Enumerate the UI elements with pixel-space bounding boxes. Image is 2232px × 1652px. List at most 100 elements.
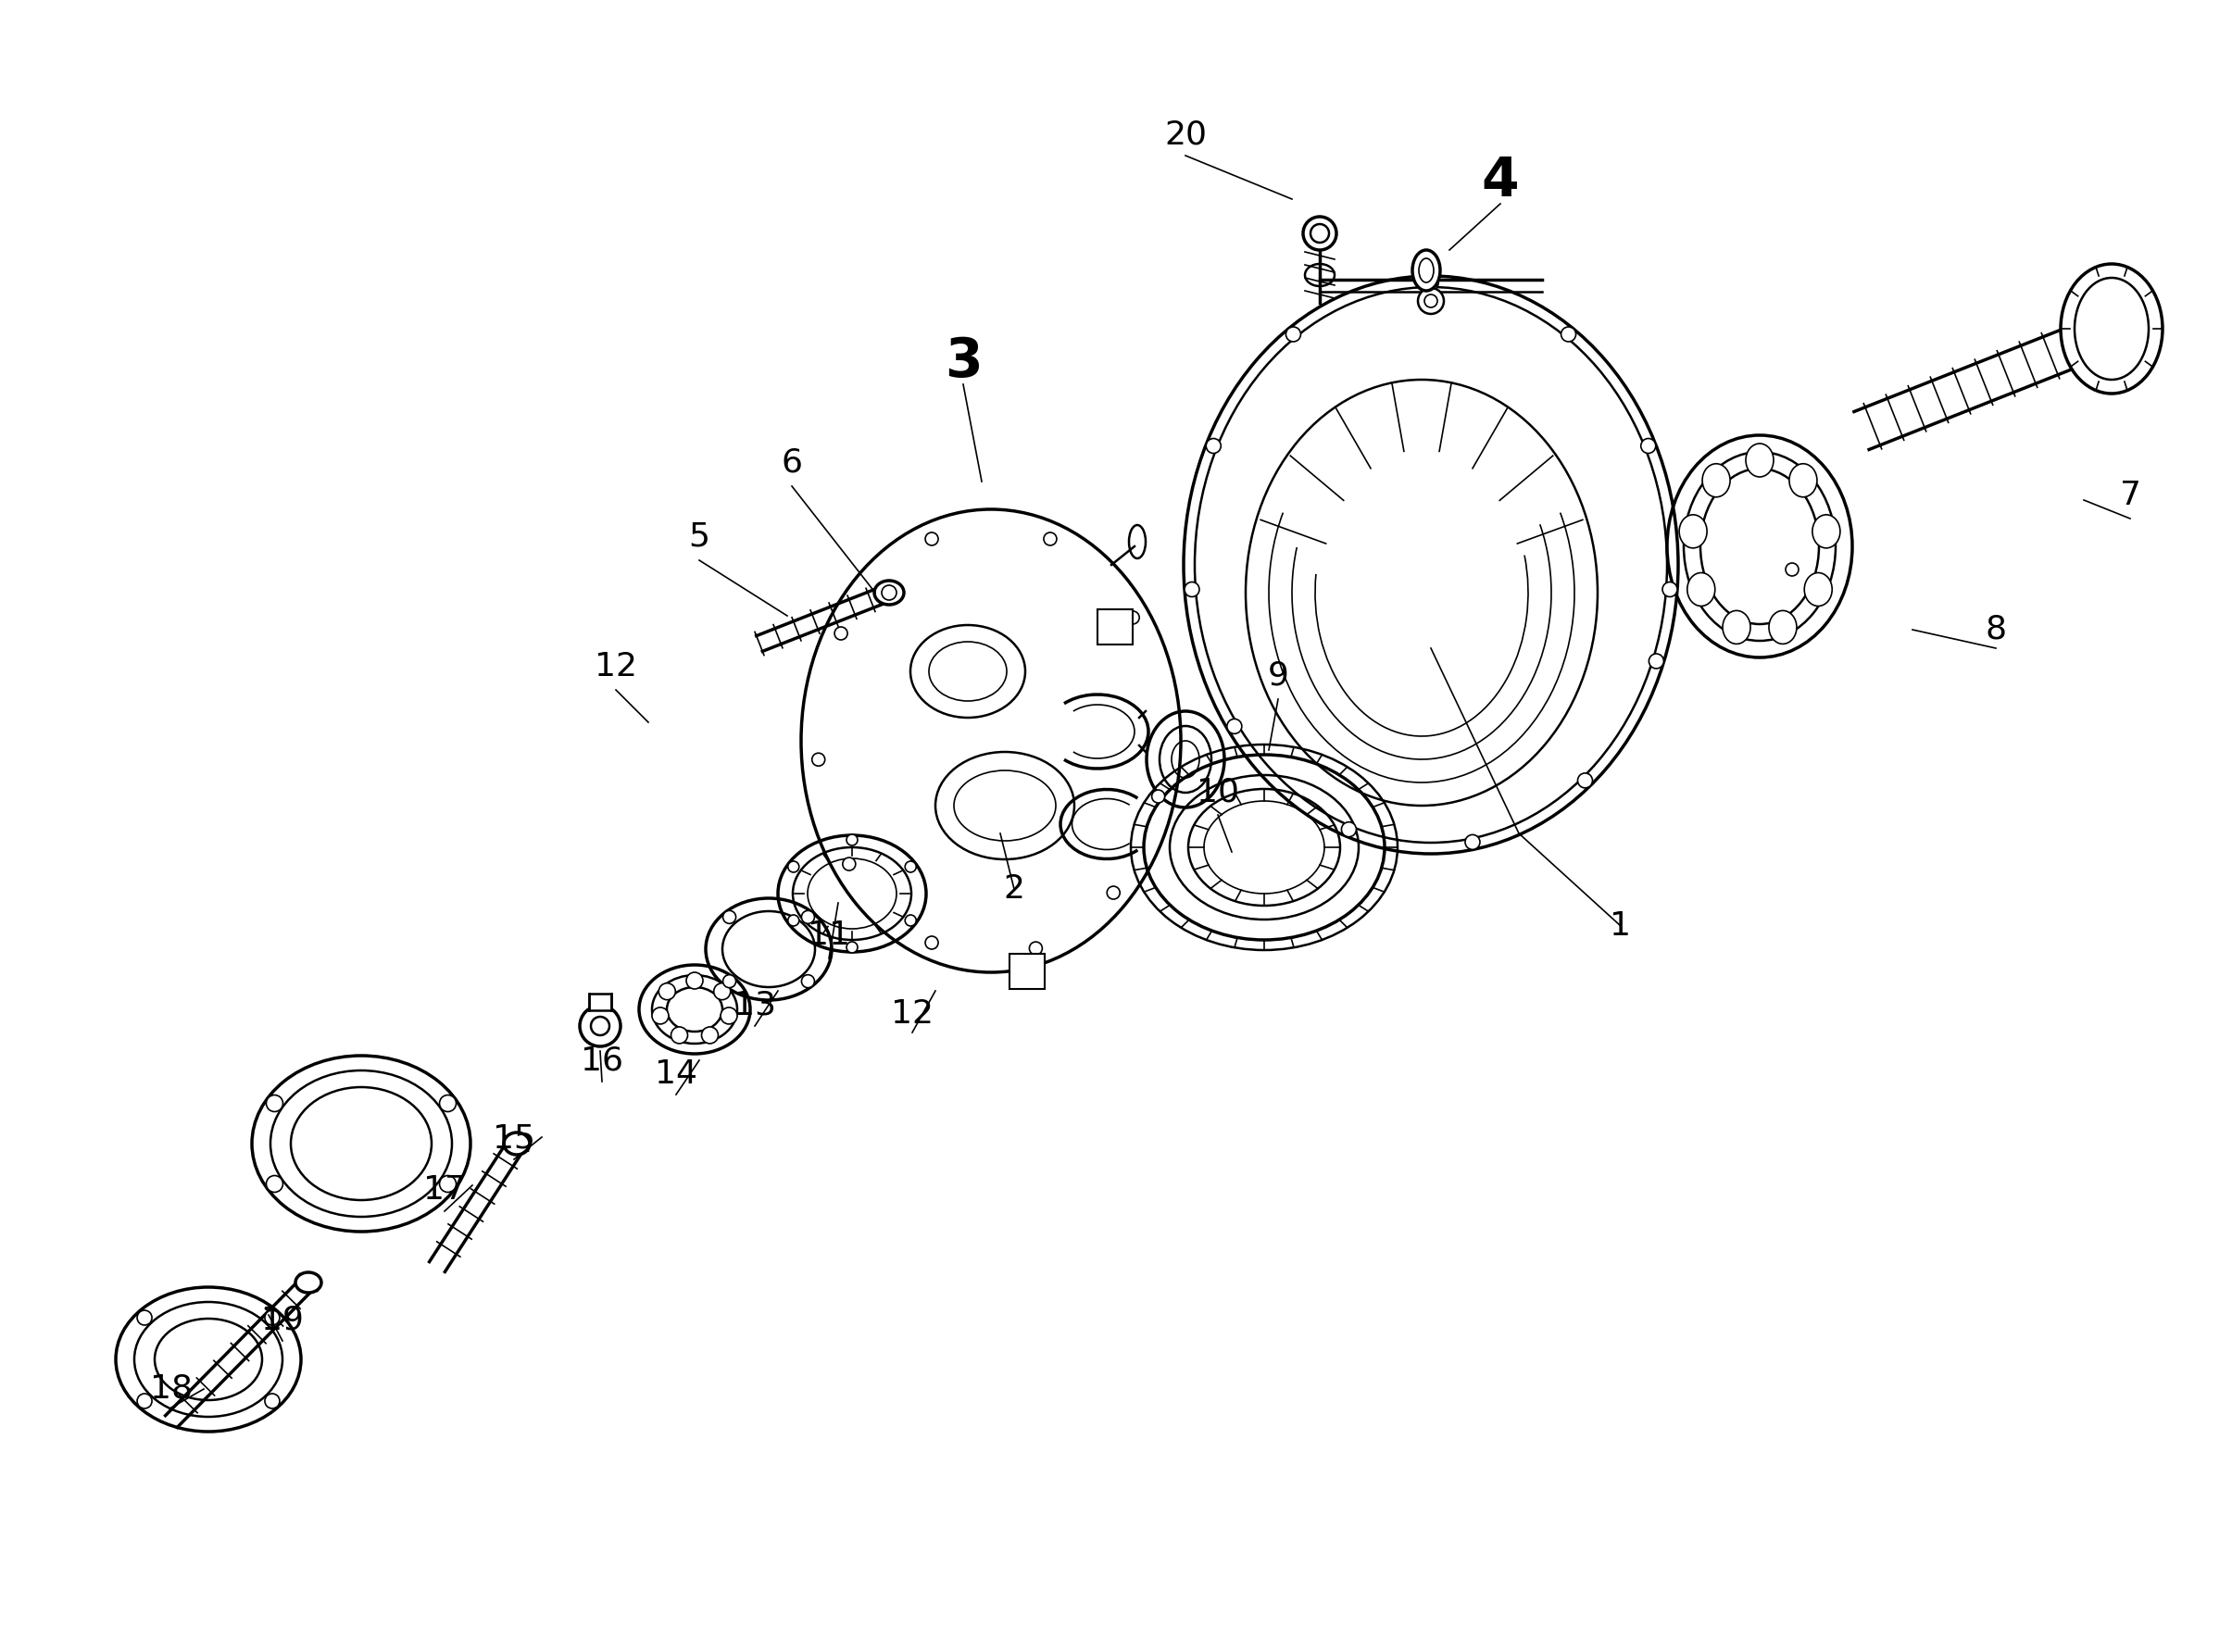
Ellipse shape <box>875 580 904 605</box>
Ellipse shape <box>1183 276 1678 854</box>
Circle shape <box>846 834 857 846</box>
Circle shape <box>1152 790 1165 803</box>
Ellipse shape <box>638 965 750 1054</box>
Circle shape <box>1341 823 1357 838</box>
Ellipse shape <box>504 1133 529 1155</box>
Circle shape <box>721 1008 737 1024</box>
Ellipse shape <box>1667 434 1853 657</box>
Ellipse shape <box>1703 464 1730 497</box>
Ellipse shape <box>1687 573 1714 606</box>
Circle shape <box>812 753 826 767</box>
Circle shape <box>904 861 915 872</box>
Circle shape <box>136 1310 152 1325</box>
Text: 10: 10 <box>1196 776 1239 808</box>
Text: 4: 4 <box>1482 154 1520 206</box>
Text: 7: 7 <box>2120 479 2140 510</box>
Text: 8: 8 <box>1984 615 2007 646</box>
Circle shape <box>1417 287 1444 314</box>
Ellipse shape <box>1413 249 1440 291</box>
Text: 5: 5 <box>690 522 710 553</box>
Ellipse shape <box>1770 611 1797 644</box>
Circle shape <box>266 1394 279 1409</box>
Ellipse shape <box>779 836 926 952</box>
Text: 20: 20 <box>1165 119 1208 150</box>
Circle shape <box>440 1176 455 1193</box>
Circle shape <box>801 975 815 988</box>
Ellipse shape <box>911 624 1024 717</box>
Circle shape <box>1424 294 1437 307</box>
Ellipse shape <box>295 1272 321 1294</box>
Circle shape <box>1649 654 1663 669</box>
Ellipse shape <box>705 899 833 999</box>
Bar <box>1009 953 1045 990</box>
Circle shape <box>1641 438 1656 453</box>
Text: 2: 2 <box>1004 874 1024 905</box>
Text: 11: 11 <box>808 920 850 952</box>
Circle shape <box>835 626 848 639</box>
Circle shape <box>788 861 799 872</box>
Circle shape <box>685 973 703 990</box>
Text: 16: 16 <box>580 1044 623 1075</box>
Ellipse shape <box>1812 515 1839 548</box>
Circle shape <box>440 1095 455 1112</box>
Circle shape <box>1127 611 1138 624</box>
Ellipse shape <box>116 1287 301 1432</box>
Circle shape <box>701 1028 719 1044</box>
Circle shape <box>788 915 799 927</box>
Circle shape <box>672 1028 687 1044</box>
Circle shape <box>801 910 815 923</box>
Text: 6: 6 <box>781 448 804 479</box>
Circle shape <box>926 532 937 545</box>
Circle shape <box>1786 563 1799 577</box>
Ellipse shape <box>935 752 1074 859</box>
Circle shape <box>1560 327 1576 342</box>
Text: 3: 3 <box>944 335 982 388</box>
Text: 1: 1 <box>1609 910 1632 942</box>
Bar <box>589 993 612 1011</box>
Ellipse shape <box>1723 611 1750 644</box>
Circle shape <box>1578 773 1591 788</box>
Ellipse shape <box>252 1056 471 1232</box>
Circle shape <box>652 1008 670 1024</box>
Bar <box>1098 610 1132 644</box>
Ellipse shape <box>1790 464 1817 497</box>
Circle shape <box>882 585 897 600</box>
Circle shape <box>723 910 737 923</box>
Text: 18: 18 <box>150 1373 192 1404</box>
Circle shape <box>266 1095 283 1112</box>
Circle shape <box>1303 216 1337 249</box>
Circle shape <box>1663 582 1676 596</box>
Circle shape <box>1424 276 1437 291</box>
Ellipse shape <box>1147 710 1225 808</box>
Ellipse shape <box>1745 443 1774 477</box>
Circle shape <box>266 1310 279 1325</box>
Text: 12: 12 <box>891 998 933 1029</box>
Circle shape <box>844 857 855 871</box>
Circle shape <box>658 983 676 999</box>
Ellipse shape <box>1132 745 1397 950</box>
Ellipse shape <box>2060 264 2163 393</box>
Circle shape <box>1464 834 1480 849</box>
Ellipse shape <box>801 509 1181 973</box>
Text: 19: 19 <box>261 1303 304 1335</box>
Text: 15: 15 <box>493 1123 536 1155</box>
Circle shape <box>1029 942 1042 955</box>
Circle shape <box>1286 327 1301 342</box>
Ellipse shape <box>1678 515 1707 548</box>
Circle shape <box>904 915 915 927</box>
Circle shape <box>1045 532 1056 545</box>
Text: 17: 17 <box>424 1175 466 1206</box>
Circle shape <box>846 942 857 953</box>
Text: 13: 13 <box>734 990 777 1021</box>
Circle shape <box>714 983 730 999</box>
Circle shape <box>266 1176 283 1193</box>
Circle shape <box>136 1394 152 1409</box>
Circle shape <box>926 937 937 950</box>
Text: 14: 14 <box>654 1059 696 1090</box>
Text: 9: 9 <box>1268 661 1288 692</box>
Circle shape <box>723 975 737 988</box>
Ellipse shape <box>1803 573 1832 606</box>
Circle shape <box>580 1006 620 1046</box>
Circle shape <box>1205 438 1221 453</box>
Text: 12: 12 <box>594 651 636 682</box>
